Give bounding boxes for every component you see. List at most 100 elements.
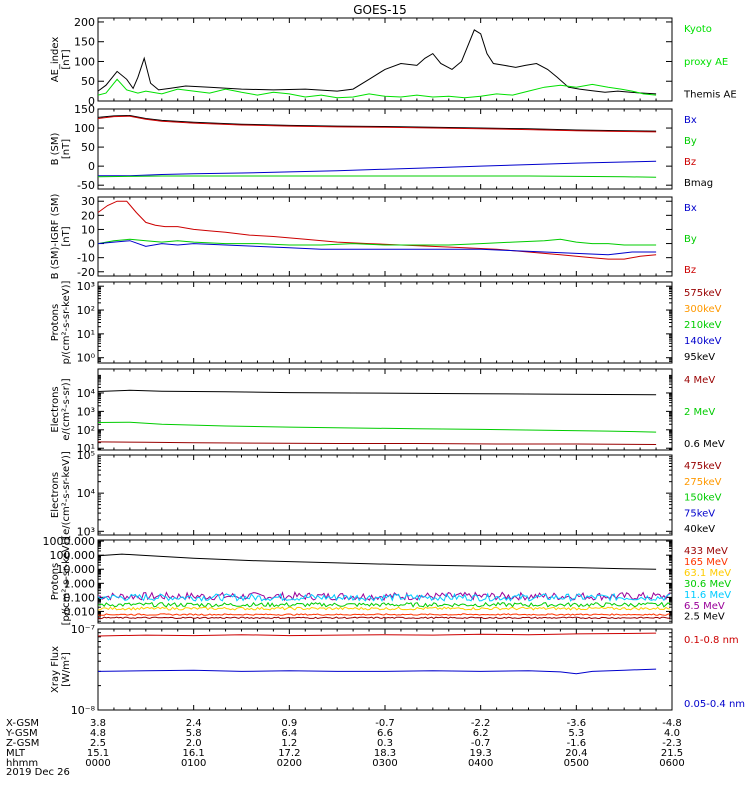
- legend-entry: 11.6 MeV: [684, 590, 731, 601]
- x-tick-label: 0.3: [377, 738, 393, 749]
- y-axis-label: Xray Flux[W/m²]: [50, 646, 72, 693]
- figure-title: GOES-15: [353, 3, 407, 17]
- series-line: [97, 616, 671, 620]
- series-line: [97, 606, 671, 611]
- panel-electrons_high: 10¹ 10² 10³ 10⁴ Electronse/(cm²-s-sr)] 4 MeV 2…: [50, 368, 725, 455]
- legend-entry: 275keV: [684, 477, 722, 488]
- series-line: [97, 240, 657, 256]
- y-tick-label: 10³: [77, 525, 95, 538]
- series-line: [97, 591, 671, 602]
- y-axis-label: Protonsp/(cm²-s-sr-keV)]: [50, 281, 72, 365]
- y-axis-label: Electrons[e/(cm²-s-sr-keV)]: [50, 451, 72, 539]
- y-tick-label: 30: [81, 195, 95, 208]
- series-line: [97, 592, 671, 603]
- legend-entry: By: [684, 234, 697, 245]
- legend-entry: 433 MeV: [684, 546, 728, 557]
- panel-frame: [97, 539, 673, 624]
- y-tick-label: -10: [77, 252, 95, 265]
- x-tick-label: 2.4: [186, 718, 202, 729]
- series-line: [97, 441, 657, 445]
- x-tick-label: 20.4: [565, 748, 587, 759]
- x-tick-label: 0200: [277, 758, 302, 769]
- y-tick-label: 10¹: [77, 328, 95, 341]
- y-axis-label-line: Xray Flux: [50, 646, 61, 693]
- legend-entry: proxy AE: [684, 57, 728, 68]
- y-axis-label: B (SM)-IGRF (SM)[nT]: [50, 194, 72, 280]
- x-row-label: MLT: [6, 748, 26, 759]
- x-tick-label: 6.2: [473, 728, 489, 739]
- panel-frame: [97, 281, 673, 364]
- x-tick-label: 6.4: [281, 728, 297, 739]
- y-axis-label-line: e/(cm²-s-sr)]: [61, 378, 72, 440]
- series-line: [97, 115, 657, 133]
- legend-entry: 150keV: [684, 493, 722, 504]
- x-tick-label: 18.3: [374, 748, 396, 759]
- x-tick-label: 0600: [659, 758, 684, 769]
- y-tick-label: -20: [77, 266, 95, 279]
- series-line: [97, 238, 657, 246]
- y-tick-label: 10³: [77, 405, 95, 418]
- date-label: 2019 Dec 26: [6, 767, 70, 778]
- panel-frame: [97, 17, 673, 102]
- y-tick-label: 20: [81, 209, 95, 222]
- y-tick-label: 10⁵: [77, 449, 95, 462]
- y-axis-label-line: B (SM)-IGRF (SM): [50, 194, 61, 280]
- y-tick-label: 10²: [77, 304, 95, 317]
- legend-entry: Themis AE: [683, 90, 737, 101]
- panel-frame: [97, 108, 673, 190]
- y-tick-label: 10⁴: [77, 387, 96, 400]
- y-tick-label: 10: [81, 223, 95, 236]
- y-tick-label: 150: [74, 103, 95, 116]
- legend-entry: Kyoto: [684, 24, 712, 35]
- y-tick-label: -50: [77, 179, 95, 192]
- y-axis-label: AE_index[nT]: [50, 37, 72, 83]
- x-tick-label: 0500: [564, 758, 589, 769]
- series-line: [97, 668, 657, 675]
- y-axis-label-line: [nT]: [61, 139, 72, 159]
- x-tick-label: 17.2: [278, 748, 300, 759]
- series-line: [97, 114, 657, 132]
- legend-entry: 30.6 MeV: [684, 579, 731, 590]
- x-tick-label: 0300: [372, 758, 397, 769]
- legend-entry: 6.5 MeV: [684, 601, 725, 612]
- y-axis-label-line: Electrons: [50, 386, 61, 432]
- legend-entry: 575keV: [684, 288, 722, 299]
- y-tick-label: 10³: [77, 280, 95, 293]
- series-line: [98, 160, 657, 177]
- y-axis-label-line: Electrons: [50, 472, 61, 518]
- series-line: [97, 421, 657, 433]
- y-axis-label-line: [nT]: [61, 226, 72, 246]
- panel-xray: 10⁻⁸ 10⁻⁷ Xray Flux[W/m²] 0.1-0.8 nm 0.05-0.…: [50, 623, 745, 717]
- y-tick-label: 10¹: [77, 442, 95, 455]
- x-tick-label: -0.7: [471, 738, 491, 749]
- panel-frame: [97, 628, 673, 711]
- x-tick-label: 0100: [181, 758, 206, 769]
- x-tick-label: 5.3: [568, 728, 584, 739]
- x-tick-label: 0400: [468, 758, 493, 769]
- panel-bsm: -50 0 50 100 150 B (SM)[nT] Bx By Bz Bmag: [50, 103, 713, 192]
- legend-entry: Bmag: [684, 178, 713, 189]
- x-row-label: hhmm: [6, 758, 38, 769]
- panel-protons_low: 10⁰ 10¹ 10² 10³ Protonsp/(cm²-s-sr-keV)] 575k…: [50, 280, 722, 365]
- y-tick-label: 1000.000: [43, 535, 96, 548]
- x-tick-label: 3.8: [90, 718, 106, 729]
- y-axis-label-line: Protons: [50, 304, 61, 341]
- x-tick-label: -3.6: [567, 718, 587, 729]
- series-line: [97, 601, 671, 608]
- legend-entry: 475keV: [684, 461, 722, 472]
- x-tick-label: 19.3: [470, 748, 492, 759]
- y-axis-label: Electronse/(cm²-s-sr)]: [50, 378, 72, 440]
- legend-entry: 0.05-0.4 nm: [684, 699, 745, 710]
- x-tick-label: 5.8: [186, 728, 202, 739]
- y-axis-label: Protons[p/(cm²-s-sr-keV)]: [50, 538, 72, 626]
- panel-electrons_low: 10³ 10⁴ 10⁵ Electrons[e/(cm²-s-sr-keV)] 475k…: [50, 449, 722, 539]
- legend-entry: By: [684, 136, 697, 147]
- y-axis-label-line: p/(cm²-s-sr-keV)]: [61, 281, 72, 365]
- y-axis-label: B (SM)[nT]: [50, 132, 72, 165]
- legend-entry: Bx: [684, 203, 697, 214]
- series-line: [97, 200, 657, 260]
